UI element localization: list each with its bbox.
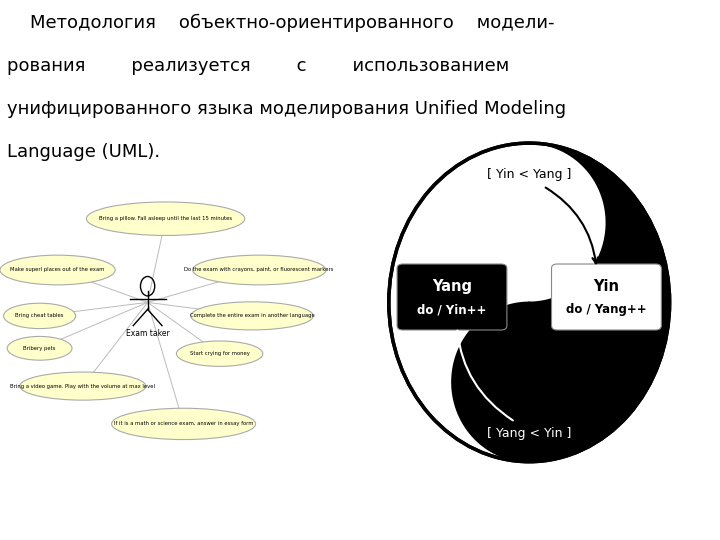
FancyBboxPatch shape [552, 264, 661, 330]
Text: Методология    объектно-ориентированного    модели-: Методология объектно-ориентированного мо… [7, 14, 554, 32]
Ellipse shape [86, 202, 245, 235]
Text: Language (UML).: Language (UML). [7, 143, 161, 161]
Text: унифицированного языка моделирования Unified Modeling: унифицированного языка моделирования Uni… [7, 100, 567, 118]
Text: Exam taker: Exam taker [126, 329, 169, 339]
Text: рования        реализуется        с        использованием: рования реализуется с использованием [7, 57, 510, 75]
Text: [ Yang < Yin ]: [ Yang < Yin ] [487, 427, 572, 440]
Text: Bring a pillow. Fall asleep until the last 15 minutes: Bring a pillow. Fall asleep until the la… [99, 216, 232, 221]
Ellipse shape [7, 336, 72, 360]
Text: [ Yin < Yang ]: [ Yin < Yang ] [487, 168, 572, 181]
Ellipse shape [193, 255, 325, 285]
Text: Complete the entire exam in another language: Complete the entire exam in another lang… [189, 313, 315, 319]
Text: do / Yin++: do / Yin++ [418, 303, 487, 316]
Ellipse shape [112, 408, 256, 440]
Text: do / Yang++: do / Yang++ [566, 303, 647, 316]
Text: If it is a math or science exam, answer in essay form: If it is a math or science exam, answer … [114, 421, 253, 427]
Text: Yang: Yang [432, 279, 472, 294]
Text: Bribery pets: Bribery pets [23, 346, 56, 351]
Ellipse shape [20, 372, 145, 400]
Polygon shape [452, 143, 670, 462]
Ellipse shape [176, 341, 263, 366]
Ellipse shape [389, 143, 670, 462]
Text: Do the exam with crayons, paint, or fluorescent markers: Do the exam with crayons, paint, or fluo… [184, 267, 334, 273]
Ellipse shape [191, 302, 313, 330]
Ellipse shape [4, 303, 76, 328]
Text: Bring a video game. Play with the volume at max level: Bring a video game. Play with the volume… [10, 383, 156, 389]
Text: Make superl places out of the exam: Make superl places out of the exam [10, 267, 105, 273]
Text: Bring cheat tables: Bring cheat tables [15, 313, 64, 319]
Text: Yin: Yin [593, 279, 619, 294]
Text: Start crying for money: Start crying for money [189, 351, 250, 356]
FancyBboxPatch shape [397, 264, 507, 330]
Ellipse shape [0, 255, 115, 285]
